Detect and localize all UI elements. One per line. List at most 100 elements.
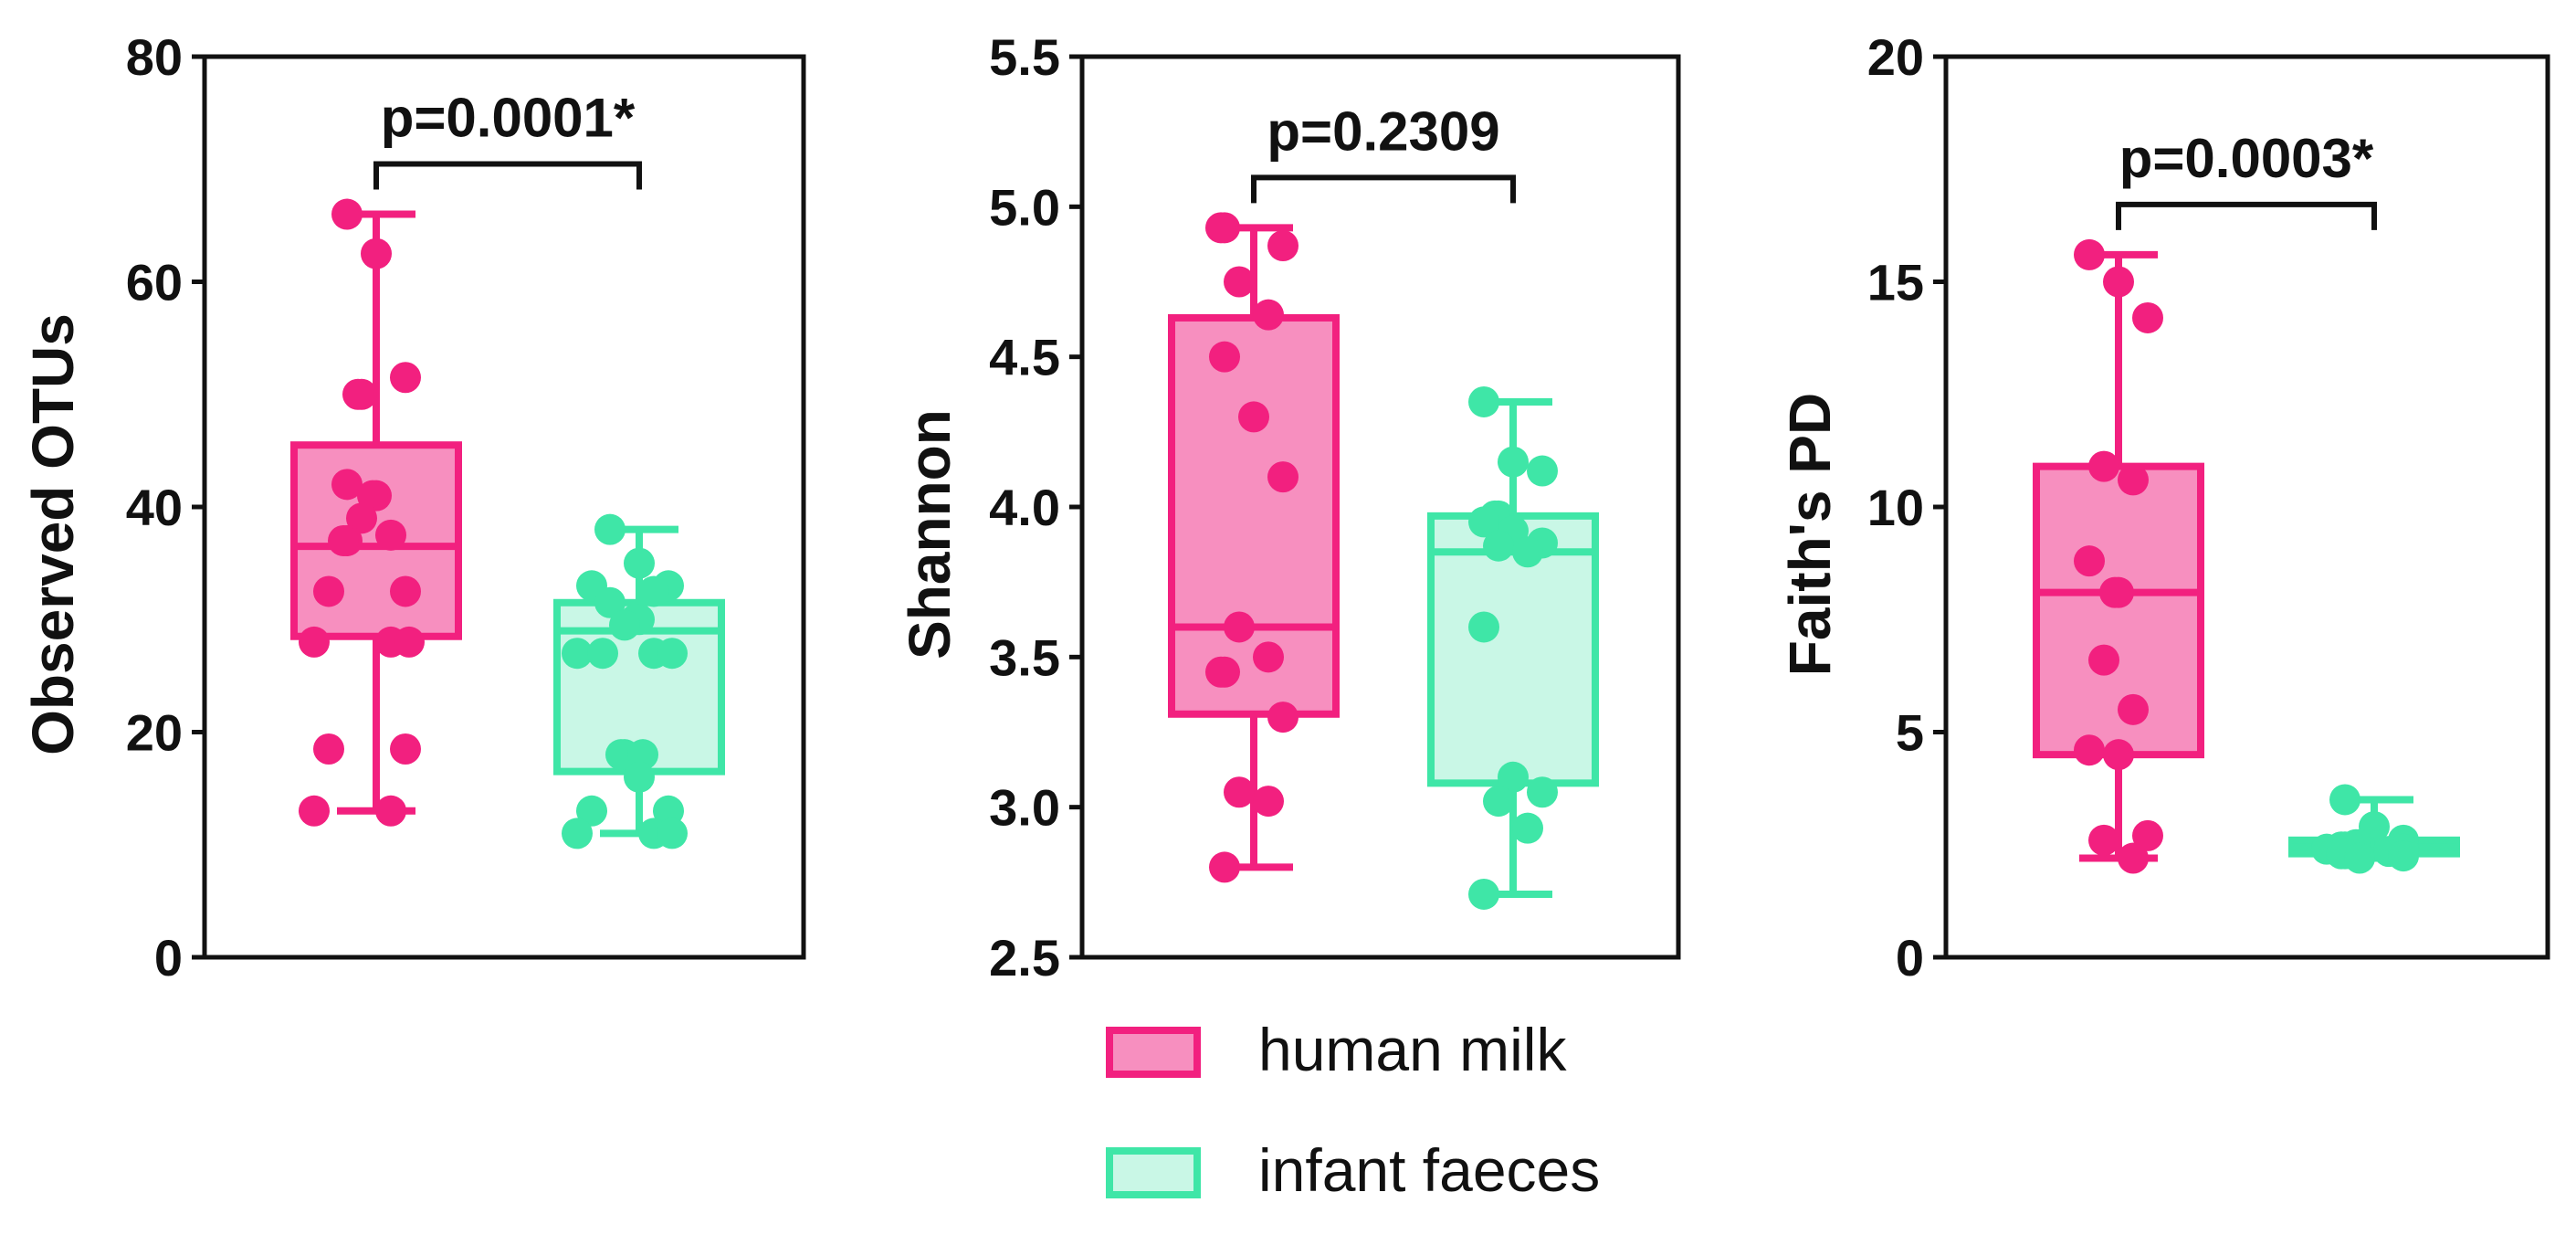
y-axis-label: Shannon <box>897 409 962 659</box>
data-point <box>394 626 425 658</box>
data-point <box>1483 786 1514 818</box>
data-point <box>1238 401 1269 433</box>
data-point <box>2344 842 2375 874</box>
data-point <box>1253 299 1284 331</box>
data-point <box>1468 611 1499 643</box>
data-point <box>2132 819 2163 851</box>
data-point <box>2103 739 2134 771</box>
data-point <box>1209 341 1240 373</box>
data-point <box>1468 506 1499 538</box>
data-point <box>1498 446 1529 478</box>
data-point <box>2074 238 2105 270</box>
data-point <box>2103 266 2134 298</box>
data-point <box>2088 644 2119 676</box>
data-point <box>1209 851 1240 883</box>
y-axis-label: Observed OTUs <box>20 313 86 755</box>
data-point <box>2088 450 2119 482</box>
series-infant-faeces <box>2288 784 2460 874</box>
chart-panel-1: 0 20 40 60 80 Observed OTUs p=0.0001* <box>20 28 806 987</box>
y-tick-label: 5.5 <box>989 28 1060 86</box>
legend-item-infant-faeces: infant faeces <box>1106 1136 1600 1204</box>
data-point <box>657 818 688 849</box>
y-tick-label: 3.5 <box>989 628 1060 686</box>
y-tick-label: 4.5 <box>989 329 1060 386</box>
series-infant-faeces <box>553 513 725 849</box>
data-point <box>1267 230 1299 262</box>
p-value-label: p=0.0003* <box>2119 128 2374 189</box>
data-point <box>346 502 377 534</box>
data-point <box>2132 301 2163 333</box>
data-point <box>657 638 688 670</box>
y-tick-label: 0 <box>154 929 183 987</box>
legend-swatch <box>1106 1147 1201 1198</box>
legend: human milk infant faeces <box>1106 1016 1600 1204</box>
data-point <box>1224 611 1255 643</box>
y-tick-label: 40 <box>126 479 183 536</box>
data-point <box>638 575 669 607</box>
data-point <box>587 638 618 670</box>
data-point <box>2088 824 2119 856</box>
legend-swatch <box>1106 1027 1201 1078</box>
data-point <box>328 524 359 556</box>
y-tick-label: 15 <box>1867 254 1924 311</box>
y-tick-label: 20 <box>1867 28 1924 86</box>
data-point <box>1267 702 1299 733</box>
data-point <box>1253 641 1284 673</box>
legend-label: infant faeces <box>1258 1136 1600 1204</box>
data-point <box>562 818 593 849</box>
data-point <box>1527 455 1558 487</box>
data-point <box>2118 464 2149 496</box>
chart-panel-2: 2.5 3.0 3.5 4.0 4.5 5.0 5.5 Shannon p=0.2309 <box>897 28 1681 987</box>
data-point <box>1512 812 1543 844</box>
chart-panel-3: 0 5 10 15 20 Faith's PD p=0.0003* <box>1777 28 2550 987</box>
data-point <box>1224 776 1255 808</box>
series-human-milk <box>1168 212 1340 883</box>
y-tick-label: 0 <box>1896 929 1924 987</box>
data-point <box>1483 530 1514 562</box>
significance-bracket <box>1251 174 1516 204</box>
series-human-milk <box>290 198 462 827</box>
data-point <box>1527 776 1558 808</box>
data-point <box>390 362 421 394</box>
y-tick-label: 10 <box>1867 479 1924 536</box>
box-iqr <box>290 441 462 640</box>
data-point <box>624 547 655 579</box>
chart-panels: 0 20 40 60 80 Observed OTUs p=0.0001* 2.5 3.0 3.5… <box>20 28 2550 987</box>
data-point <box>1224 266 1255 298</box>
data-point <box>1205 656 1236 688</box>
significance-bracket <box>373 161 642 190</box>
p-value-label: p=0.0001* <box>381 88 636 149</box>
data-point <box>594 586 626 618</box>
data-point <box>1498 761 1529 793</box>
legend-item-human-milk: human milk <box>1106 1016 1567 1083</box>
data-point <box>313 575 344 607</box>
data-point <box>375 795 406 827</box>
significance-bracket <box>2116 201 2377 230</box>
data-point <box>1205 212 1236 244</box>
data-point <box>2118 842 2149 874</box>
data-point <box>331 198 363 230</box>
data-point <box>576 795 607 827</box>
data-point <box>594 513 626 545</box>
series-human-milk <box>2033 238 2204 874</box>
data-point <box>562 638 593 670</box>
data-point <box>2118 693 2149 725</box>
y-tick-label: 4.0 <box>989 479 1060 536</box>
y-tick-label: 2.5 <box>989 929 1060 987</box>
data-point <box>390 733 421 765</box>
data-point <box>331 469 363 501</box>
data-point <box>299 626 330 658</box>
box-iqr <box>1427 512 1599 787</box>
data-point <box>2388 840 2419 872</box>
series-infant-faeces <box>1427 385 1599 910</box>
legend-label: human milk <box>1258 1016 1567 1083</box>
y-tick-label: 5.0 <box>989 178 1060 236</box>
data-point <box>624 761 655 793</box>
data-point <box>2099 576 2130 608</box>
data-point <box>1512 536 1543 568</box>
y-axis-label: Faith's PD <box>1777 393 1843 676</box>
data-point <box>2074 734 2105 766</box>
data-point <box>605 739 636 771</box>
data-point <box>1267 461 1299 493</box>
